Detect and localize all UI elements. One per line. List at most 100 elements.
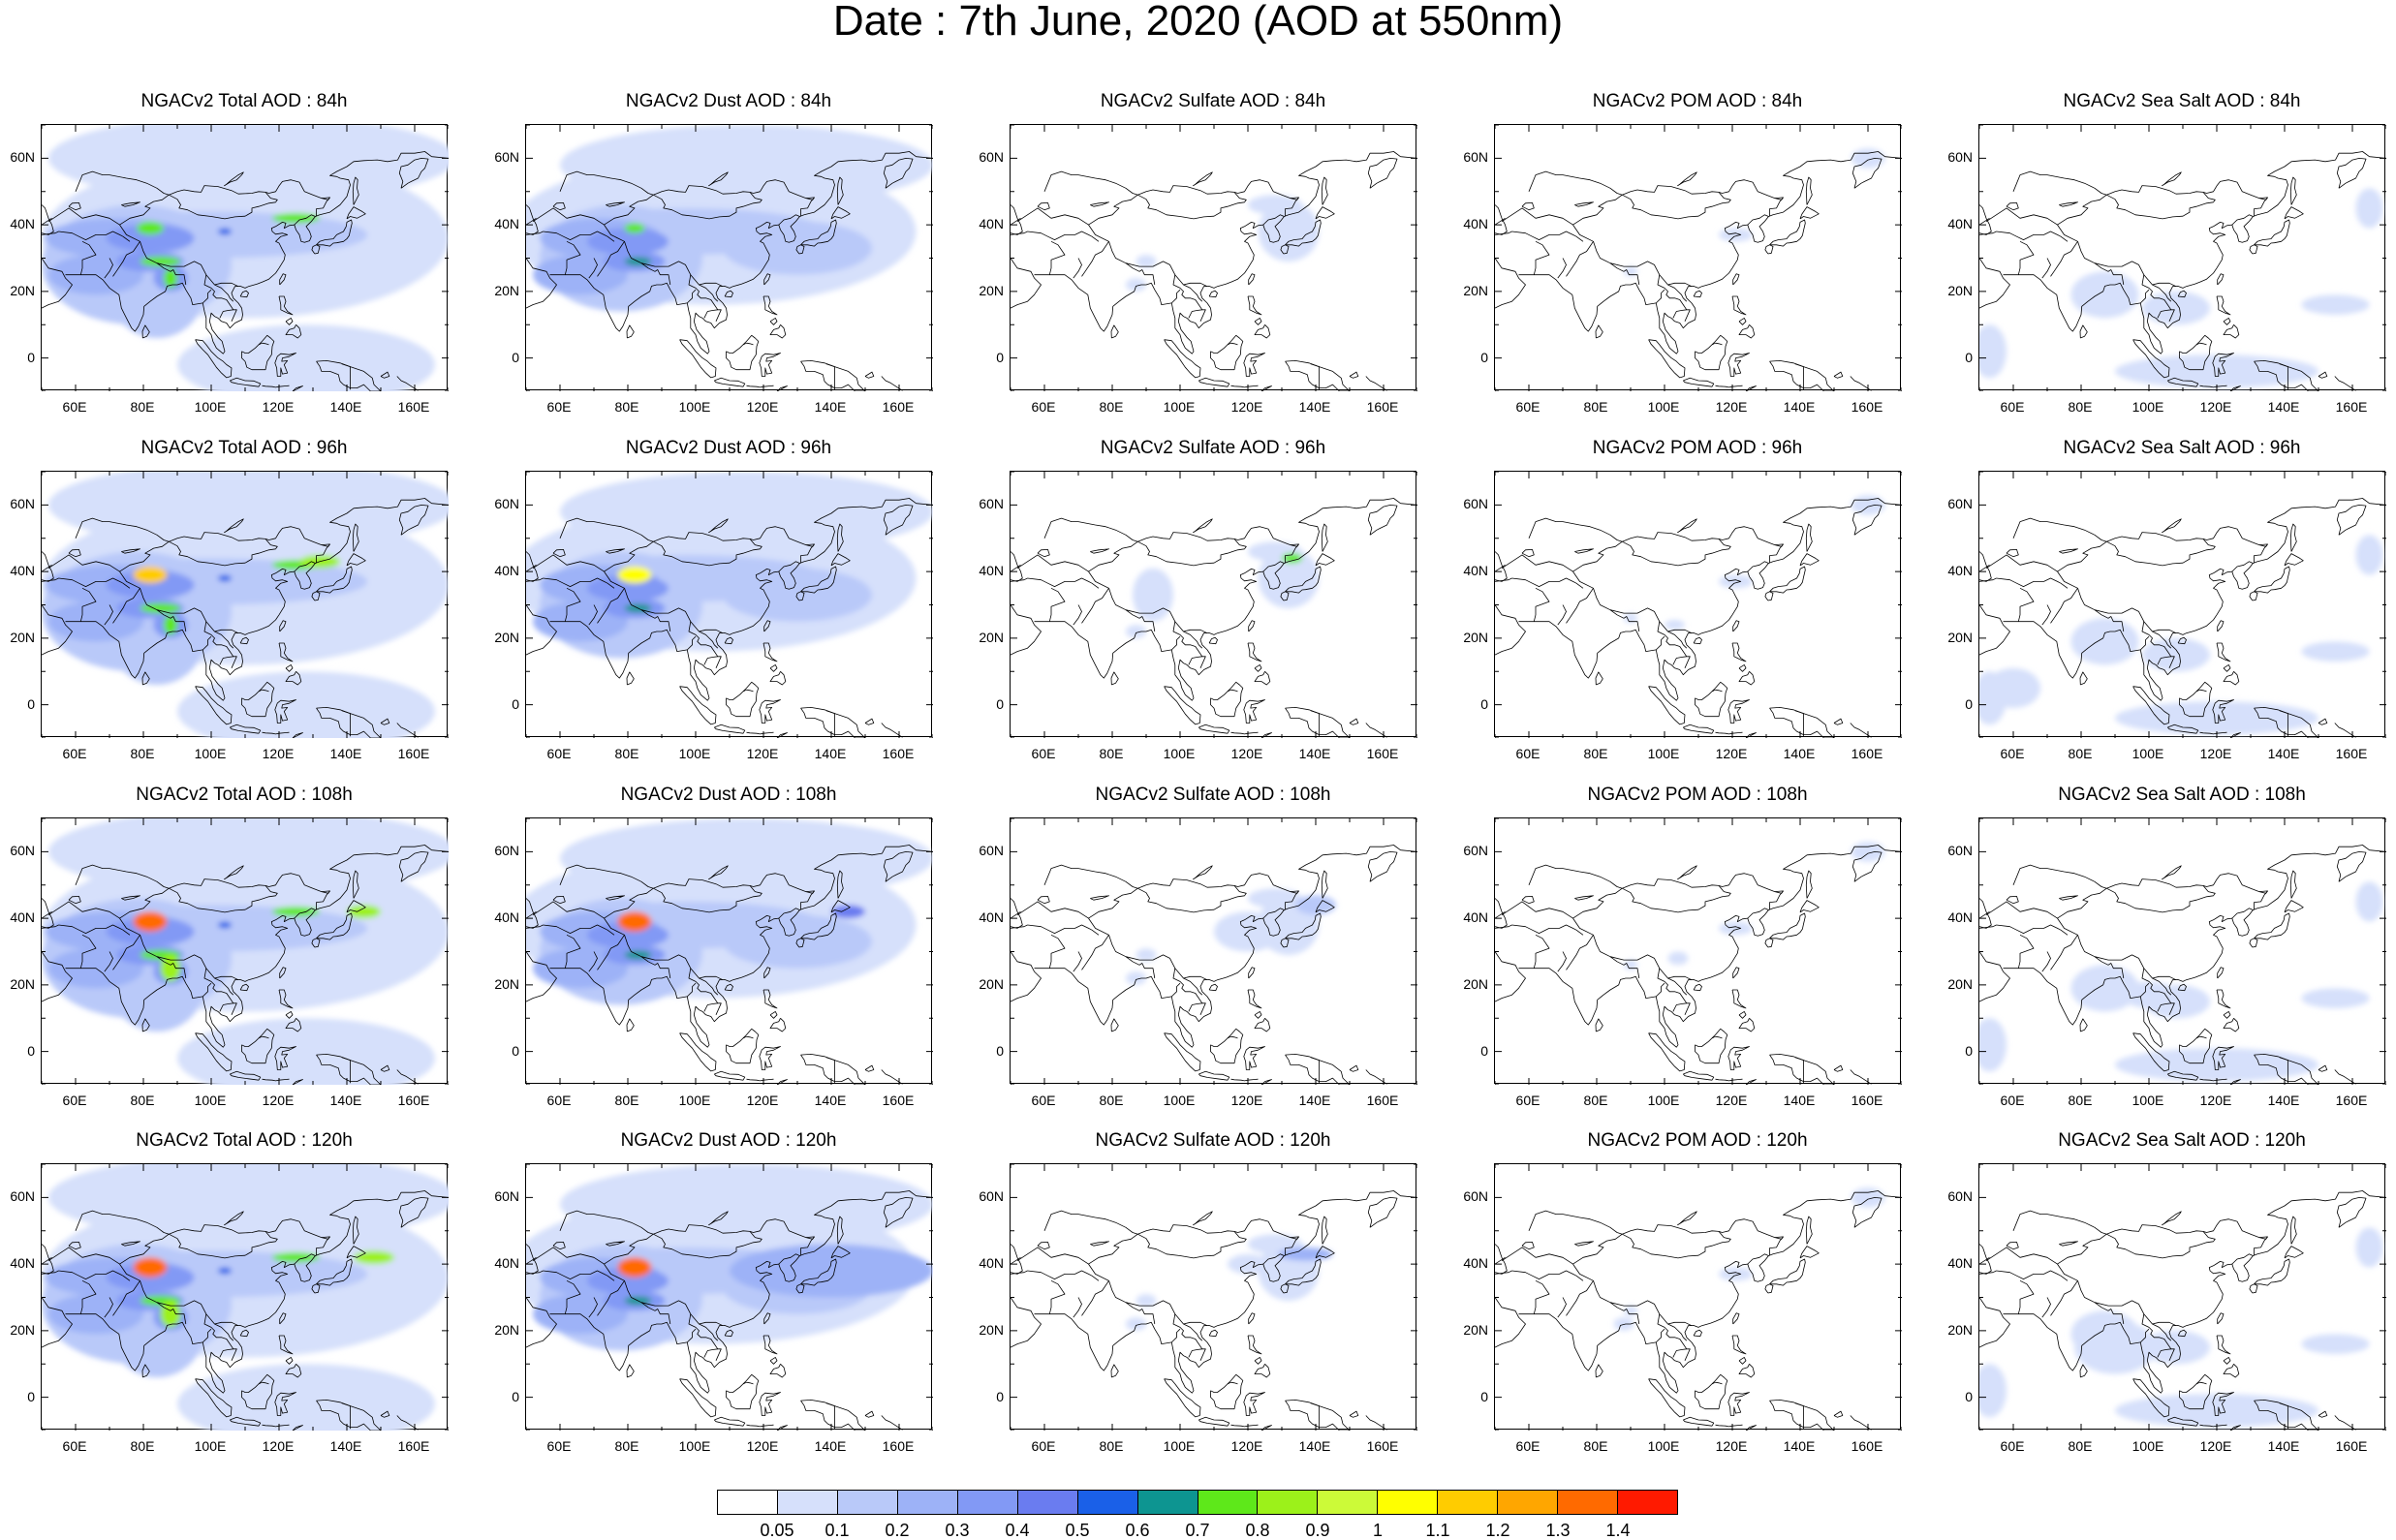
boundary-line <box>1110 324 1119 339</box>
boundary-line <box>203 968 237 1015</box>
boundary-line <box>1065 924 1100 936</box>
boundary-line <box>552 896 566 905</box>
aod-region <box>272 1252 320 1263</box>
boundary-line <box>1549 577 1584 589</box>
coastlines <box>1979 1190 2386 1431</box>
boundary-line <box>778 214 800 226</box>
lon-tick-label: 60E <box>1031 399 1056 415</box>
boundary-line <box>2057 1218 2268 1265</box>
boundary-line <box>1260 1079 1272 1085</box>
axis-ticks <box>42 125 449 391</box>
boundary-line <box>2216 989 2231 1009</box>
lat-tick-label: 0 <box>996 1388 1004 1404</box>
map-svg <box>526 818 933 1085</box>
boundary-line <box>2336 505 2367 536</box>
lon-tick-label: 60E <box>62 1093 87 1108</box>
boundary-line <box>2006 549 2019 558</box>
boundary-line <box>2195 689 2207 693</box>
lon-tick-label: 160E <box>1851 746 1883 761</box>
boundary-line <box>1683 377 1715 387</box>
boundary-line <box>1764 244 1774 255</box>
axis-ticks <box>526 472 933 738</box>
lon-tick-label: 120E <box>1230 746 1263 761</box>
boundary-line <box>1985 1247 2177 1327</box>
boundary-line <box>1208 983 1218 992</box>
boundary-line <box>653 539 762 567</box>
lon-tick-label: 80E <box>130 746 155 761</box>
aod-field <box>42 1164 449 1431</box>
aod-region <box>560 818 933 899</box>
boundary-line <box>2167 1416 2199 1427</box>
boundary-line <box>2318 371 2328 379</box>
boundary-line <box>1495 577 1512 582</box>
boundary-line <box>1518 498 1902 701</box>
boundary-line <box>762 642 778 662</box>
boundary-line <box>703 309 718 319</box>
boundary-line <box>2059 895 2078 901</box>
boundary-line <box>1183 1323 1203 1341</box>
boundary-line <box>1979 951 2010 1002</box>
boundary-line <box>1349 718 1359 725</box>
boundary-line <box>1572 526 1784 572</box>
axis-ticks <box>1011 1164 1417 1431</box>
colorbar-label: 1 <box>1372 1521 1383 1540</box>
boundary-line <box>1985 901 2177 981</box>
lat-tick-label: 20N <box>1947 629 1973 645</box>
boundary-line <box>2249 591 2258 601</box>
boundary-line <box>526 258 557 309</box>
boundary-line <box>42 564 52 572</box>
boundary-line <box>1011 577 1028 582</box>
boundary-line <box>1566 1280 1594 1316</box>
boundary-line <box>778 1253 800 1265</box>
boundary-line <box>2132 686 2170 725</box>
boundary-line <box>606 548 625 554</box>
boundary-line <box>2041 1297 2051 1318</box>
boundary-line <box>1851 851 1883 882</box>
boundary-line <box>2212 1392 2234 1416</box>
boundary-line <box>742 342 754 346</box>
boundary-line <box>1254 1010 1262 1019</box>
lat-tick-label: 40N <box>494 1255 519 1272</box>
lat-tick-label: 0 <box>1480 695 1488 712</box>
boundary-line <box>1243 1392 1265 1416</box>
boundary-line <box>532 554 724 634</box>
boundary-line <box>543 231 581 240</box>
boundary-line <box>1016 207 1208 288</box>
lon-tick-label: 100E <box>1647 746 1680 761</box>
map-svg <box>1011 1164 1417 1431</box>
lon-tick-label: 100E <box>1647 1438 1680 1454</box>
boundary-line <box>1188 656 1202 665</box>
colorbar-swatch <box>1258 1491 1319 1514</box>
boundary-line <box>1533 934 1550 969</box>
boundary-line <box>864 718 875 725</box>
boundary-line <box>1683 724 1715 734</box>
colorbar-swatch <box>1318 1491 1379 1514</box>
boundary-line <box>241 334 275 371</box>
boundary-line <box>1188 309 1202 319</box>
boundary-line <box>532 1247 724 1327</box>
boundary-line <box>597 241 625 277</box>
boundary-line <box>640 956 671 979</box>
aod-region <box>587 1267 669 1295</box>
boundary-line <box>653 1231 762 1259</box>
lat-tick-label: 40N <box>1947 909 1973 926</box>
lon-tick-label: 80E <box>1583 399 1608 415</box>
boundary-line <box>274 353 296 377</box>
boundary-line <box>1495 217 1506 226</box>
boundary-line <box>2152 631 2172 649</box>
aod-region <box>1667 951 1689 966</box>
aod-region <box>48 818 449 896</box>
boundary-line <box>2223 1018 2240 1032</box>
boundary-line <box>1695 1373 1728 1410</box>
boundary-line <box>1208 636 1218 645</box>
boundary-line <box>1037 1242 1050 1250</box>
boundary-line <box>2231 561 2254 572</box>
lon-tick-label: 140E <box>1783 1093 1816 1108</box>
boundary-line <box>1016 901 1208 981</box>
boundary-line <box>1367 1197 1398 1228</box>
map-panel <box>525 471 933 738</box>
boundary-line <box>2318 1064 2328 1072</box>
boundary-line <box>1774 890 1784 894</box>
lat-tick-label: 20N <box>1463 282 1488 298</box>
boundary-line <box>769 1010 778 1019</box>
